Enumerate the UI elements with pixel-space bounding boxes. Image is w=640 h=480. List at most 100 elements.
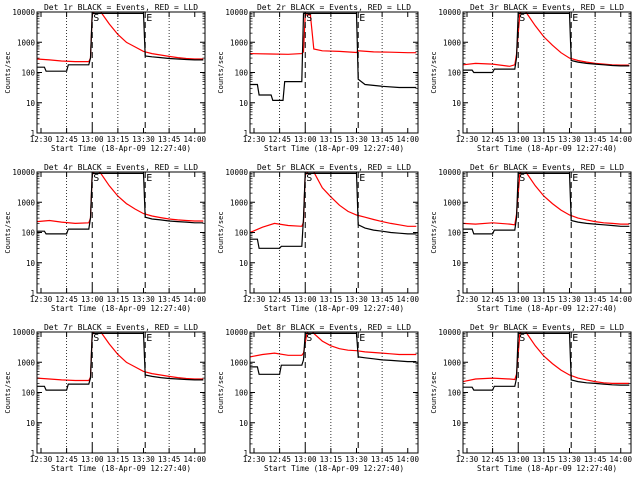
y-tick-label: 1000 [443,38,462,47]
events-series-line [37,12,204,72]
y-tick-label: 10 [452,99,462,108]
marker-label: S [519,333,525,344]
marker-label: S [306,333,312,344]
y-axis-label: Counts/sec [430,51,438,93]
marker-label: E [146,13,152,24]
series-group [463,12,630,74]
marker-label: S [519,13,525,24]
y-tick-label: 1000 [230,198,249,207]
marker-label: E [572,173,578,184]
x-tick-label: 13:15 [533,135,556,144]
chart-title: Det 4r BLACK = Events, RED = LLD [44,163,198,172]
y-tick-label: 10000 [225,328,248,337]
y-tick-label: 100 [21,229,35,238]
x-tick-label: 12:45 [481,135,504,144]
series-group [37,172,204,235]
marker-label: E [572,13,578,24]
lld-series-line [37,332,204,382]
x-axis-label: Start Time (18-Apr-09 12:27:40) [51,304,191,313]
x-tick-label: 12:30 [30,135,53,144]
marker-label: E [359,173,365,184]
plot-frame [36,11,206,134]
series-group [250,332,417,375]
x-tick-label: 12:45 [55,295,78,304]
y-tick-label: 1000 [230,38,249,47]
x-tick-label: 13:30 [132,135,155,144]
y-tick-label: 1000 [17,358,36,367]
x-tick-label: 13:00 [507,295,530,304]
x-tick-label: 13:45 [371,455,394,464]
x-tick-label: 12:45 [481,295,504,304]
x-tick-label: 13:30 [558,135,581,144]
marker-label: E [146,173,152,184]
y-tick-label: 10 [452,419,462,428]
y-axis-label: Counts/sec [217,211,225,253]
x-tick-label: 13:45 [158,135,181,144]
x-tick-label: 13:00 [294,135,317,144]
series-group [250,172,417,249]
x-tick-label: 13:30 [345,455,368,464]
x-axis-label: Start Time (18-Apr-09 12:27:40) [51,464,191,473]
y-tick-label: 1 [30,449,35,458]
x-axis-label: Start Time (18-Apr-09 12:27:40) [51,144,191,153]
y-tick-label: 1 [243,449,248,458]
y-tick-label: 10000 [12,168,35,177]
x-tick-label: 12:30 [243,135,266,144]
plot-frame [36,171,206,294]
y-tick-label: 1 [456,289,461,298]
x-axis-label: Start Time (18-Apr-09 12:27:40) [264,304,404,313]
y-axis-label: Counts/sec [4,371,12,413]
y-tick-label: 100 [447,389,461,398]
marker-label: S [306,13,312,24]
chart-title: Det 8r BLACK = Events, RED = LLD [257,323,411,332]
y-tick-label: 10 [26,99,36,108]
x-tick-label: 13:00 [294,295,317,304]
plot-frame [462,171,632,294]
y-tick-label: 1 [456,129,461,138]
x-tick-label: 13:00 [81,455,104,464]
lld-series-line [250,14,417,55]
x-tick-label: 13:15 [107,455,130,464]
y-axis-label: Counts/sec [4,51,12,93]
x-tick-label: 13:45 [584,455,607,464]
y-tick-label: 10000 [12,8,35,17]
x-tick-label: 14:00 [609,295,632,304]
y-tick-label: 100 [234,69,248,78]
marker-label: S [93,173,99,184]
marker-label: S [93,333,99,344]
y-tick-label: 1 [243,129,248,138]
x-tick-label: 14:00 [396,455,419,464]
series-group [463,332,630,391]
x-tick-label: 13:45 [371,295,394,304]
x-tick-label: 14:00 [609,455,632,464]
marker-label: S [306,173,312,184]
marker-label: E [359,333,365,344]
x-tick-label: 13:15 [533,455,556,464]
x-tick-label: 13:15 [320,295,343,304]
y-tick-label: 10000 [12,328,35,337]
y-tick-label: 10 [239,259,249,268]
x-tick-label: 12:45 [55,455,78,464]
x-tick-label: 13:45 [158,295,181,304]
chart-title: Det 3r BLACK = Events, RED = LLD [470,3,624,12]
x-tick-label: 13:00 [294,455,317,464]
x-tick-label: 12:30 [456,135,479,144]
x-axis-label: Start Time (18-Apr-09 12:27:40) [264,144,404,153]
plot-frame [249,331,419,454]
lld-series-line [37,172,204,225]
x-tick-label: 14:00 [183,295,206,304]
marker-label: E [146,333,152,344]
chart-title: Det 5r BLACK = Events, RED = LLD [257,163,411,172]
chart-title: Det 2r BLACK = Events, RED = LLD [257,3,411,12]
lld-series-line [250,332,417,358]
y-axis-label: Counts/sec [430,371,438,413]
y-tick-label: 10 [239,419,249,428]
y-tick-label: 10 [452,259,462,268]
x-tick-label: 12:45 [481,455,504,464]
